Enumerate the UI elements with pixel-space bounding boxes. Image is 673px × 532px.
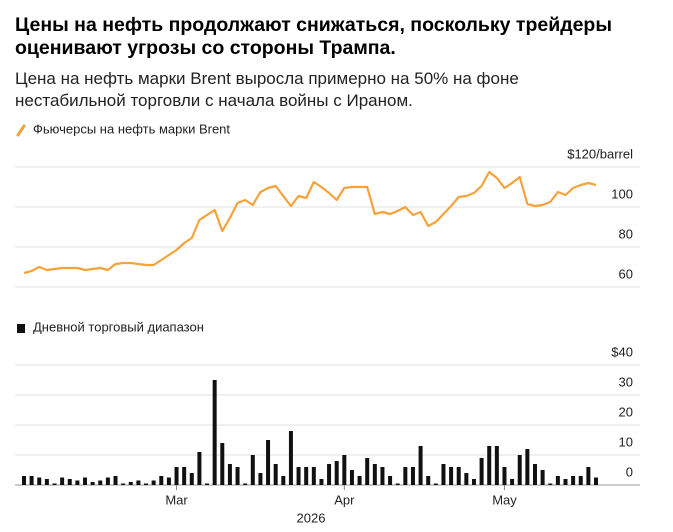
subtitle: Цена на нефть марки Brent выросла пример…: [15, 69, 519, 110]
bar: [365, 458, 370, 485]
price-line: [23, 170, 597, 275]
bar: [403, 467, 408, 485]
bar: [441, 464, 446, 485]
bar: [67, 479, 72, 485]
bar: [449, 467, 454, 485]
y-tick-label: 100: [611, 186, 633, 201]
bar: [37, 477, 42, 485]
bar: [380, 467, 385, 485]
legend-marker: [17, 324, 25, 333]
bar: [159, 476, 164, 485]
bar: [235, 467, 240, 485]
bar: [258, 473, 263, 485]
bar: [487, 446, 492, 485]
bar: [525, 449, 530, 485]
bar: [227, 464, 232, 485]
y-tick-label: 10: [619, 434, 633, 449]
bar: [388, 476, 393, 485]
bar: [395, 483, 400, 485]
bar: [266, 440, 271, 485]
bar: [563, 479, 568, 485]
bar: [174, 467, 179, 485]
bar: [144, 483, 149, 485]
bar: [555, 476, 560, 485]
bar: [540, 470, 545, 485]
bar: [327, 464, 332, 485]
bar: [166, 477, 171, 485]
bar: [29, 476, 34, 485]
y-tick-label: 0: [626, 464, 633, 479]
bar: [288, 431, 293, 485]
x-tick-label: Apr: [334, 492, 355, 507]
bar: [212, 380, 217, 485]
y-tick-label: $120/barrel: [567, 146, 633, 161]
bar: [464, 473, 469, 485]
bar: [182, 467, 187, 485]
bar: [128, 482, 133, 485]
bar: [83, 477, 88, 485]
bar: [281, 476, 286, 485]
bar: [113, 476, 118, 485]
bar: [319, 479, 324, 485]
y-tick-label: 60: [619, 266, 633, 281]
bar: [418, 446, 423, 485]
bar: [357, 476, 362, 485]
bar: [273, 464, 278, 485]
bar: [517, 455, 522, 485]
legend-label: Фьючерсы на нефть марки Brent: [33, 121, 230, 136]
bar: [426, 476, 431, 485]
title: Цены на нефть продолжают снижаться, поск…: [15, 14, 612, 59]
bar: [243, 483, 248, 485]
bar: [136, 480, 141, 485]
bar: [98, 480, 103, 485]
bar: [502, 467, 507, 485]
bar: [510, 479, 515, 485]
bar: [75, 480, 80, 485]
bar: [44, 479, 49, 485]
bar: [220, 443, 225, 485]
bar: [334, 461, 339, 485]
bar: [586, 467, 591, 485]
bar: [189, 473, 194, 485]
bar: [296, 467, 301, 485]
legend-label: Дневной торговый диапазон: [33, 319, 204, 334]
bar: [571, 476, 576, 485]
bar: [349, 470, 354, 485]
bar: [121, 483, 126, 485]
bar: [578, 476, 583, 485]
bar: [197, 452, 202, 485]
y-tick-label: 80: [619, 226, 633, 241]
bar: [471, 479, 476, 485]
bar: [410, 467, 415, 485]
x-axis-label: 2026: [297, 510, 326, 525]
bar: [372, 464, 377, 485]
x-tick-label: Mar: [165, 492, 188, 507]
bar: [433, 483, 438, 485]
bar: [90, 482, 95, 485]
bar: [250, 455, 255, 485]
bar: [22, 476, 26, 485]
y-tick-label: 30: [619, 374, 633, 389]
bar: [151, 480, 156, 485]
bar: [494, 446, 499, 485]
bar: [311, 467, 316, 485]
bar: [205, 483, 210, 485]
bar: [594, 477, 598, 485]
bar: [548, 483, 553, 485]
y-tick-label: $40: [611, 344, 633, 359]
bar: [479, 458, 484, 485]
bar: [456, 467, 461, 485]
bar: [532, 464, 537, 485]
legend-marker: [16, 124, 26, 137]
x-tick-label: May: [492, 492, 517, 507]
bar: [342, 455, 347, 485]
bar: [304, 467, 309, 485]
y-tick-label: 20: [619, 404, 633, 419]
bar: [105, 477, 110, 485]
bar: [60, 477, 65, 485]
bar: [52, 483, 57, 485]
